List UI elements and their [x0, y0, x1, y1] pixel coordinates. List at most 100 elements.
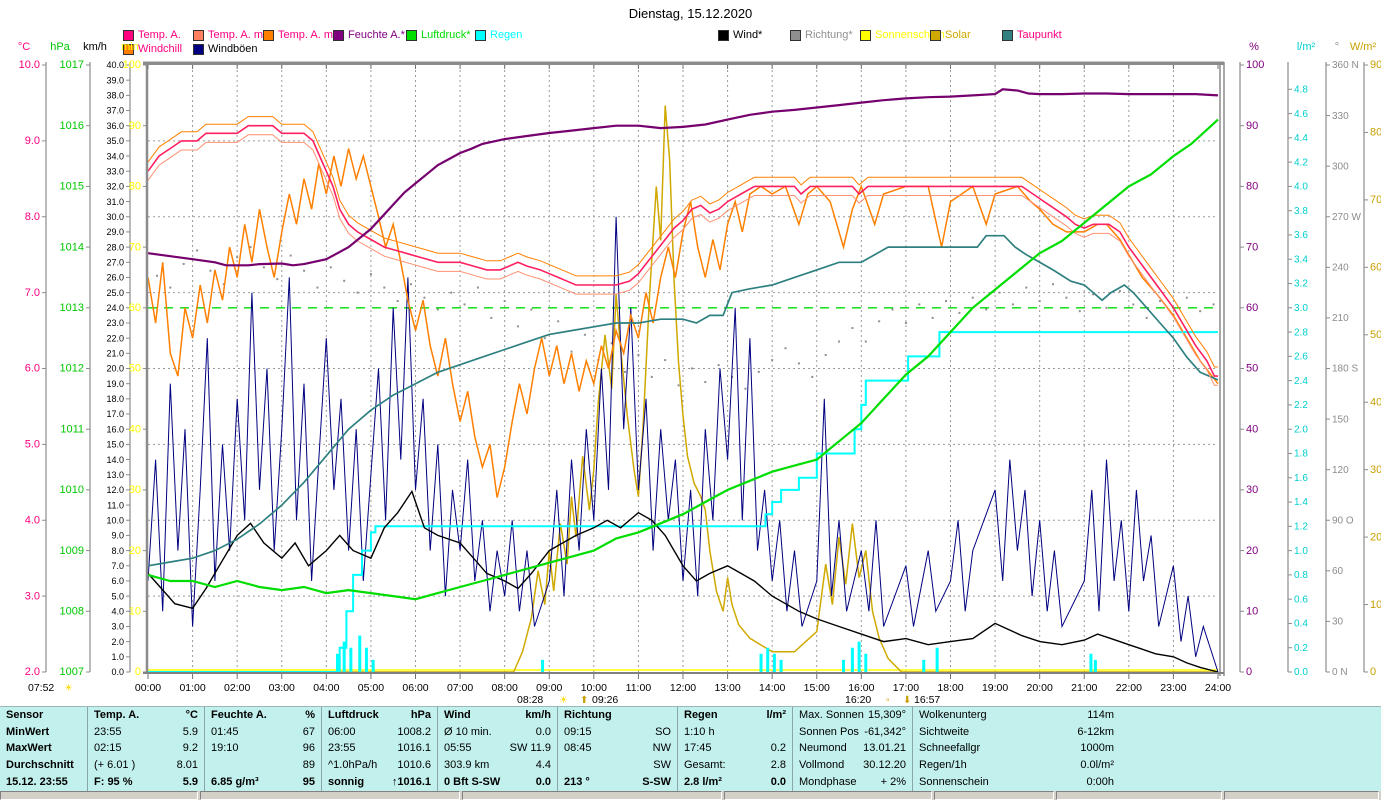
- legend-swatch: [123, 43, 134, 55]
- square-icon: ▫: [886, 695, 890, 706]
- table-cell-value: 89: [302, 759, 315, 772]
- legend-label: Wind*: [733, 29, 763, 41]
- axis-min-tick-label: 20: [129, 545, 141, 557]
- axis-kmh-tick-label: 24.0: [106, 303, 124, 313]
- axis-deg-tick-label: 90 O: [1332, 515, 1354, 526]
- legend-item-feuchte-a-: Feuchte A.*: [333, 29, 405, 41]
- table-cell-label: Feuchte A.: [211, 709, 267, 722]
- axis-min-tick-label: 100: [123, 59, 141, 71]
- x-axis-hour-label: 19:00: [982, 682, 1008, 694]
- table-cell-value: 1000m: [1080, 742, 1114, 755]
- axis-lm2-tick-label: 4.4: [1294, 133, 1308, 144]
- status-panel-0: [0, 791, 198, 800]
- table-cell-label: 08:45: [564, 742, 592, 755]
- series-temp: [147, 124, 1218, 377]
- table-cell-value: 1008.2: [397, 725, 431, 738]
- table-cell-label: 06:00: [328, 725, 356, 738]
- table-cell: Ø 10 min. 0.0: [438, 724, 557, 741]
- axis-lm2-tick-label: 4.0: [1294, 182, 1308, 193]
- table-cell: 0 Bft S-SW 0.0: [438, 773, 557, 790]
- axis-lm2-tick-label: 3.2: [1294, 279, 1308, 290]
- table-cell: 2.8 l/m² 0.0: [678, 773, 792, 790]
- axis-kmh-tick-label: 9.0: [111, 531, 124, 541]
- x-axis-hour-label: 17:00: [893, 682, 919, 694]
- table-cell: 6.85 g/m³ 95: [205, 773, 321, 790]
- x-axis-hour-label: 06:00: [402, 682, 428, 694]
- table-cell: 17:45 0.2: [678, 740, 792, 757]
- table-cell: Neumond 13.01.21: [793, 740, 912, 757]
- table-cell-value: SW: [653, 759, 671, 772]
- x-axis-hour-label: 03:00: [269, 682, 295, 694]
- table-column-3: Luftdruck hPa 06:00 1008.2 23:55 1016.1 ^1.0hP…: [322, 707, 438, 791]
- axis-lm2-tick-label: 3.8: [1294, 206, 1308, 217]
- axis-deg-tick-label: 0 N: [1332, 667, 1348, 678]
- axis-wm2-tick-label: 70: [1370, 194, 1381, 206]
- axis-kmh-tick-label: 8.0: [111, 546, 124, 556]
- axis-deg-tick-label: 330: [1332, 111, 1349, 122]
- table-cell: MinWert: [0, 724, 87, 741]
- table-cell: 09:15 SO: [558, 724, 677, 741]
- axis-min: 0 10 20 30 40 50 60 70 80 90 100 min: [121, 41, 148, 678]
- x-axis-labels: 00:00 01:00 02:00 03:00 04:00 05:00 06:00 07:00…: [135, 682, 1231, 694]
- axis-kmh-tick-label: 39.0: [106, 75, 124, 85]
- axis-kmh-tick-label: 21.0: [106, 349, 124, 359]
- axis-percent-tick-label: 0: [1246, 666, 1252, 678]
- sensor-data-table: Sensor MinWert MaxWert Durchschnitt 15.12. 2…: [0, 706, 1381, 792]
- axis-celsius-tick-label: 5.0: [25, 439, 40, 451]
- axis-celsius-tick-label: 8.0: [25, 211, 40, 223]
- axis-kmh-tick-label: 28.0: [106, 242, 124, 252]
- x-axis-hour-label: 24:00: [1205, 682, 1231, 694]
- table-cell-label: MinWert: [6, 725, 50, 738]
- axis-lm2-tick-label: 2.0: [1294, 424, 1308, 435]
- axis-deg-tick-label: 120: [1332, 465, 1349, 476]
- table-cell: Gesamt: 2.8: [678, 757, 792, 774]
- legend-label: Regen: [490, 29, 523, 41]
- table-cell-label: Wind: [444, 709, 471, 722]
- table-cell: Vollmond 30.12.20: [793, 757, 912, 774]
- axis-deg-tick-label: 150: [1332, 414, 1349, 425]
- axis-kmh-tick-label: 30.0: [106, 212, 124, 222]
- axis-hpa-tick-label: 1010: [60, 484, 84, 496]
- table-cell: 01:45 67: [205, 724, 321, 741]
- table-cell-value: hPa: [410, 709, 431, 722]
- table-cell-value: NW: [652, 742, 671, 755]
- axis-lm2-title: l/m²: [1297, 41, 1316, 53]
- table-cell-value: 0.0: [535, 725, 551, 738]
- axis-hpa: 1007 1008 1009 1010 1011 1012 1013 1014 1015 1016…: [50, 41, 91, 678]
- table-cell-value: 0.0: [770, 775, 786, 788]
- series-temp-min: [147, 134, 1218, 386]
- x-axis-hour-label: 05:00: [358, 682, 384, 694]
- legend-swatch: [718, 29, 729, 41]
- x-axis-hour-label: 00:00: [135, 682, 161, 694]
- axis-percent-tick-label: 50: [1246, 363, 1258, 375]
- table-cell: Regen/1h 0.0l/m²: [913, 757, 1120, 774]
- table-cell: 23:55 1016.1: [322, 740, 437, 757]
- legend-label: Windböen: [208, 43, 258, 55]
- axis-kmh-tick-label: 17.0: [106, 409, 124, 419]
- page-title: Dienstag, 15.12.2020: [628, 6, 753, 21]
- table-cell-label: 15.12. 23:55: [6, 775, 68, 788]
- legend-item-temp-a-max: Temp. A. max: [263, 29, 345, 41]
- axis-kmh-tick-label: 27.0: [106, 257, 124, 267]
- table-cell: MaxWert: [0, 740, 87, 757]
- table-cell: sonnig ↑1016.1: [322, 773, 437, 790]
- table-cell-value: 6-12km: [1077, 725, 1114, 738]
- axis-kmh-tick-label: 12.0: [106, 485, 124, 495]
- table-cell: 08:45 NW: [558, 740, 677, 757]
- axis-hpa-tick-label: 1014: [60, 241, 84, 253]
- table-cell-label: Ø 10 min.: [444, 725, 492, 738]
- table-cell-value: 5.9: [182, 775, 198, 788]
- axis-lm2-tick-label: 4.8: [1294, 84, 1308, 95]
- axis-min-title: min: [121, 41, 139, 53]
- axis-min-tick-label: 50: [129, 363, 141, 375]
- x-axis-hour-label: 08:00: [492, 682, 518, 694]
- axis-percent-tick-label: 10: [1246, 606, 1258, 618]
- table-cell-label: Richtung: [564, 709, 612, 722]
- status-panel-2: [462, 791, 722, 800]
- table-cell-label: MaxWert: [6, 742, 52, 755]
- table-column-8: Wolkenunterg 114m Sichtweite 6-12km Schneefa…: [913, 707, 1381, 791]
- axis-min-tick-label: 40: [129, 423, 141, 435]
- axis-lm2-tick-label: 2.6: [1294, 352, 1308, 363]
- legend-label: Temp. A.: [138, 29, 181, 41]
- axis-kmh-tick-label: 32.0: [106, 182, 124, 192]
